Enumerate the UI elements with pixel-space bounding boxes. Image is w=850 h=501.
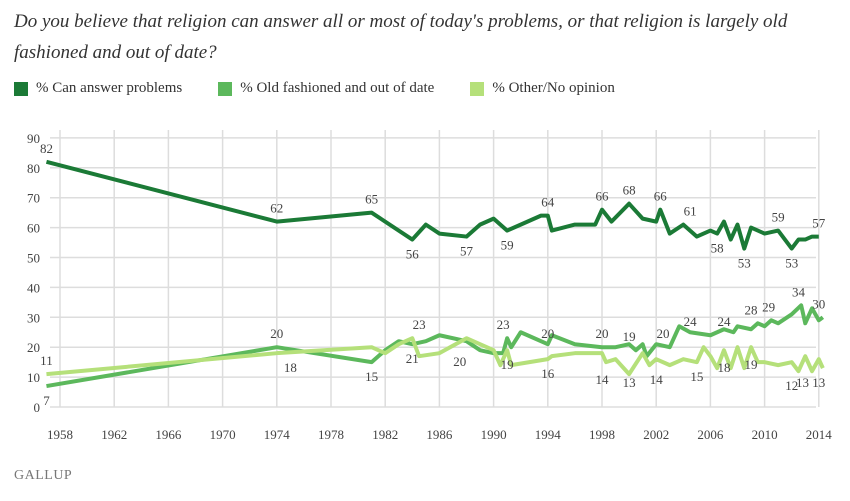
data-label: 15 [690, 369, 703, 384]
legend-label: % Can answer problems [36, 80, 183, 96]
data-label: 20 [541, 326, 554, 341]
x-tick-label: 1966 [155, 427, 182, 442]
data-label: 30 [812, 296, 825, 311]
legend-swatch [14, 81, 28, 96]
x-tick-label: 1986 [426, 427, 453, 442]
legend-swatch [218, 81, 233, 96]
data-label: 18 [717, 360, 730, 375]
data-label: 14 [596, 372, 610, 387]
data-label: 65 [365, 192, 378, 207]
data-label: 13 [796, 375, 809, 390]
x-tick-label: 1994 [535, 427, 562, 442]
x-tick-label: 2002 [643, 427, 669, 442]
legend: % Can answer problems % Old fashioned an… [14, 80, 615, 97]
legend-swatch [470, 81, 485, 96]
data-label: 23 [497, 317, 510, 332]
x-tick-label: 1982 [372, 427, 398, 442]
y-tick-label: 80 [27, 161, 40, 176]
x-tick-label: 1998 [589, 427, 615, 442]
series-line-2 [46, 336, 825, 377]
x-tick-label: 2014 [806, 427, 833, 442]
data-label: 19 [623, 329, 636, 344]
x-tick-label: 2010 [752, 427, 778, 442]
data-label: 64 [541, 195, 555, 210]
x-tick-label: 2006 [697, 427, 724, 442]
data-label: 56 [406, 247, 420, 262]
y-tick-label: 10 [27, 370, 40, 385]
data-label: 19 [745, 357, 758, 372]
y-tick-label: 0 [34, 400, 41, 415]
data-label: 20 [453, 354, 466, 369]
data-label: 24 [684, 314, 698, 329]
data-label: 13 [812, 375, 825, 390]
series-line-0 [45, 159, 819, 251]
legend-label: % Other/No opinion [492, 80, 615, 96]
y-tick-label: 30 [27, 310, 40, 325]
y-tick-label: 70 [27, 191, 40, 206]
data-label: 53 [785, 256, 798, 271]
data-label: 18 [284, 360, 297, 375]
y-tick-label: 60 [27, 221, 40, 236]
data-label: 29 [762, 299, 775, 314]
data-label: 66 [596, 189, 610, 204]
data-label: 12 [785, 378, 798, 393]
data-label: 23 [413, 317, 426, 332]
data-label: 53 [738, 256, 751, 271]
y-tick-label: 90 [27, 131, 40, 146]
x-tick-label: 1990 [481, 427, 507, 442]
data-label: 57 [460, 244, 474, 259]
data-label: 13 [623, 375, 636, 390]
data-label: 11 [40, 353, 53, 368]
x-tick-label: 1962 [101, 427, 127, 442]
x-tick-label: 1958 [47, 427, 73, 442]
legend-item: % Old fashioned and out of date [218, 80, 434, 97]
data-label: 61 [684, 204, 697, 219]
data-label: 20 [596, 326, 609, 341]
legend-item: % Other/No opinion [470, 80, 615, 97]
y-tick-label: 50 [27, 251, 40, 266]
data-label: 24 [717, 314, 731, 329]
legend-label: % Old fashioned and out of date [240, 80, 435, 96]
data-label: 82 [40, 141, 53, 156]
chart-title: Do you believe that religion can answer … [14, 11, 788, 63]
data-label: 19 [501, 357, 514, 372]
data-label: 57 [812, 216, 826, 231]
data-label: 15 [365, 369, 378, 384]
data-label: 20 [270, 326, 283, 341]
data-label: 59 [501, 238, 514, 253]
data-label: 14 [650, 372, 664, 387]
data-label: 66 [654, 189, 668, 204]
data-label: 21 [406, 351, 419, 366]
data-label: 59 [772, 210, 785, 225]
data-label: 62 [270, 201, 283, 216]
gallup-logo: GALLUP [14, 468, 73, 483]
data-label: 20 [656, 326, 669, 341]
data-label: 68 [623, 183, 636, 198]
x-tick-label: 1970 [210, 427, 236, 442]
data-label: 58 [711, 241, 724, 256]
y-tick-label: 20 [27, 340, 40, 355]
legend-item: % Can answer problems [14, 80, 182, 97]
y-tick-label: 40 [27, 280, 40, 295]
data-label: 34 [792, 284, 806, 299]
data-label: 7 [43, 393, 50, 408]
series-line-1 [46, 303, 825, 389]
data-label: 28 [745, 302, 758, 317]
data-label: 16 [541, 366, 555, 381]
x-tick-label: 1974 [264, 427, 291, 442]
x-tick-label: 1978 [318, 427, 344, 442]
